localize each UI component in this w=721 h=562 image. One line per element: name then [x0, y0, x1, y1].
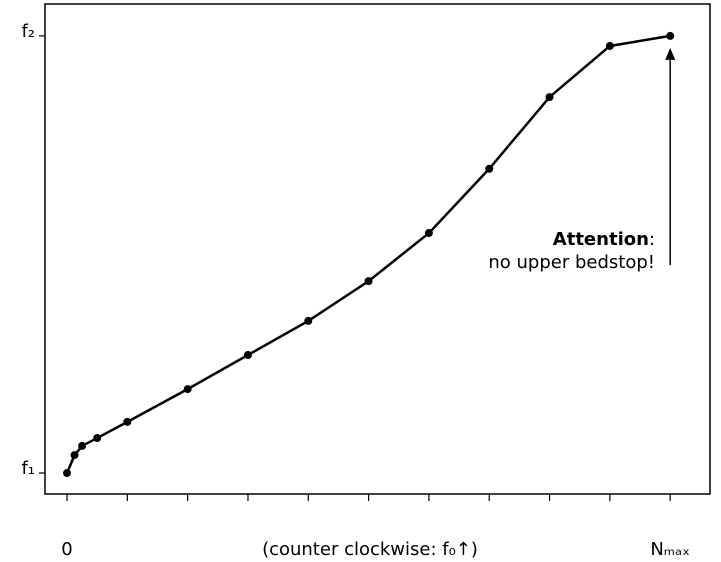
x-tick-label: 0 — [61, 539, 72, 560]
point — [93, 434, 102, 443]
point — [78, 441, 87, 450]
point — [424, 229, 433, 238]
point — [485, 164, 494, 173]
point — [605, 41, 614, 50]
x-axis-label: (counter clockwise: f₀↑) — [262, 539, 478, 560]
annotation-suffix: : — [649, 229, 655, 250]
x-tick-label: Nₘₐₓ — [650, 539, 690, 560]
point — [545, 93, 554, 102]
plot-frame — [44, 3, 711, 495]
point — [364, 277, 373, 286]
point — [123, 417, 132, 426]
point — [666, 31, 675, 40]
point — [70, 451, 79, 460]
y-tick-label: f₂ — [21, 21, 35, 42]
annotation-arrowhead — [665, 47, 676, 60]
y-tick-label: f₁ — [21, 458, 35, 479]
point — [304, 316, 313, 325]
annotation-text: no upper bedstop! — [488, 252, 655, 273]
point — [243, 350, 252, 359]
annotation: Attention: — [553, 229, 655, 250]
annotation-emphasis: Attention — [553, 229, 649, 250]
point — [63, 469, 72, 478]
point — [183, 385, 192, 394]
